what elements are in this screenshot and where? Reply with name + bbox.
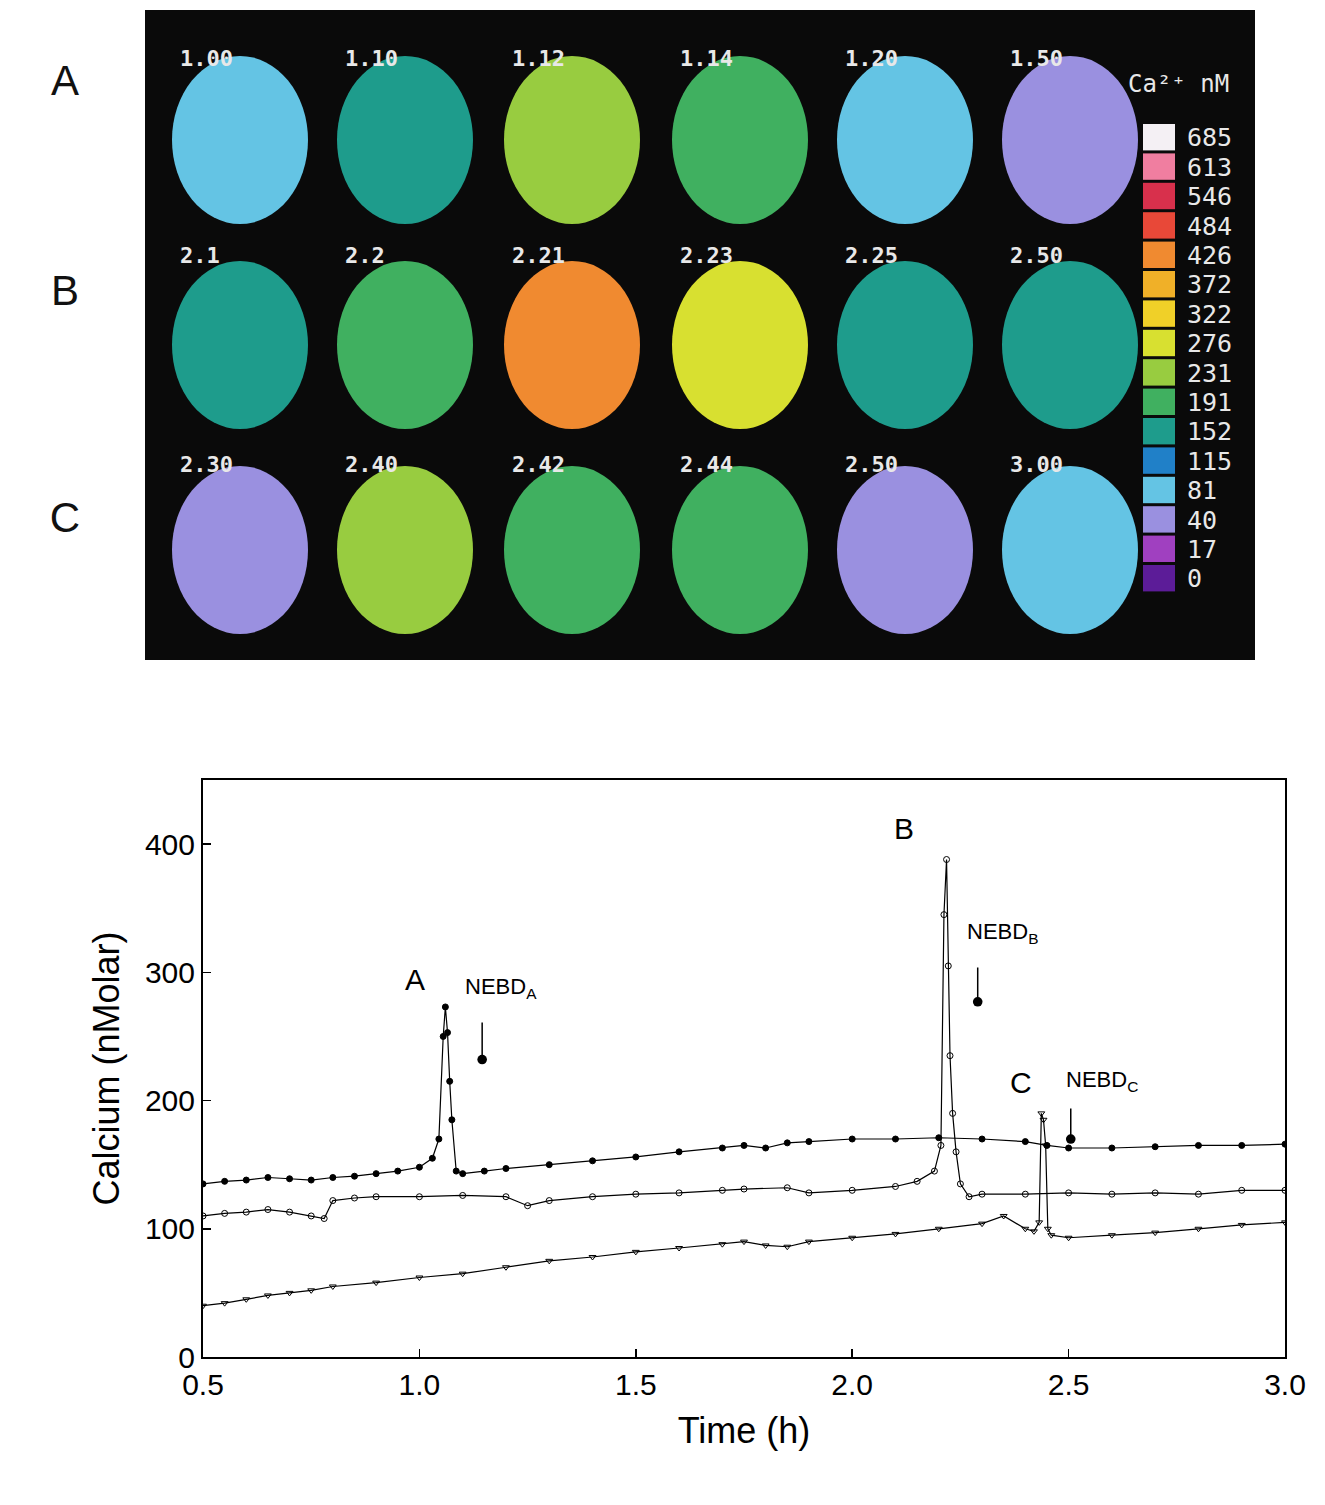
svg-text:3.0: 3.0 bbox=[1264, 1368, 1306, 1401]
svg-text:1.00: 1.00 bbox=[180, 46, 233, 71]
svg-text:2.30: 2.30 bbox=[180, 452, 233, 477]
svg-text:276: 276 bbox=[1187, 329, 1232, 358]
svg-text:A: A bbox=[51, 57, 79, 104]
svg-text:372: 372 bbox=[1187, 270, 1232, 299]
svg-text:2.50: 2.50 bbox=[1010, 243, 1063, 268]
svg-text:426: 426 bbox=[1187, 241, 1232, 270]
svg-text:2.2: 2.2 bbox=[345, 243, 385, 268]
svg-text:191: 191 bbox=[1187, 388, 1232, 417]
svg-text:0.5: 0.5 bbox=[182, 1368, 224, 1401]
svg-text:200: 200 bbox=[145, 1084, 195, 1117]
svg-text:40: 40 bbox=[1187, 506, 1217, 535]
svg-text:1.20: 1.20 bbox=[845, 46, 898, 71]
svg-text:1.0: 1.0 bbox=[399, 1368, 441, 1401]
svg-text:Ca²⁺ nM: Ca²⁺ nM bbox=[1128, 70, 1229, 98]
svg-text:2.5: 2.5 bbox=[1048, 1368, 1090, 1401]
svg-text:2.44: 2.44 bbox=[680, 452, 733, 477]
svg-text:A: A bbox=[405, 963, 425, 996]
svg-text:C: C bbox=[1010, 1066, 1032, 1099]
svg-text:1.12: 1.12 bbox=[512, 46, 565, 71]
svg-text:3.00: 3.00 bbox=[1010, 452, 1063, 477]
svg-text:2.42: 2.42 bbox=[512, 452, 565, 477]
svg-text:NEBD​B​: NEBD​B​ bbox=[967, 919, 1038, 947]
svg-text:2.0: 2.0 bbox=[831, 1368, 873, 1401]
svg-text:2.50: 2.50 bbox=[845, 452, 898, 477]
svg-text:231: 231 bbox=[1187, 359, 1232, 388]
svg-text:0: 0 bbox=[1187, 564, 1202, 593]
svg-text:484: 484 bbox=[1187, 212, 1232, 241]
svg-text:0: 0 bbox=[178, 1341, 195, 1374]
svg-text:1.50: 1.50 bbox=[1010, 46, 1063, 71]
svg-text:100: 100 bbox=[145, 1212, 195, 1245]
svg-text:1.10: 1.10 bbox=[345, 46, 398, 71]
svg-text:2.23: 2.23 bbox=[680, 243, 733, 268]
svg-text:2.25: 2.25 bbox=[845, 243, 898, 268]
svg-text:NEBD​C​: NEBD​C​ bbox=[1066, 1067, 1138, 1095]
svg-text:2.21: 2.21 bbox=[512, 243, 565, 268]
svg-text:NEBD​A​: NEBD​A​ bbox=[465, 974, 537, 1002]
svg-text:546: 546 bbox=[1187, 182, 1232, 211]
svg-text:322: 322 bbox=[1187, 300, 1232, 329]
svg-text:400: 400 bbox=[145, 828, 195, 861]
svg-text:81: 81 bbox=[1187, 476, 1217, 505]
svg-text:B: B bbox=[51, 267, 79, 314]
svg-text:1.14: 1.14 bbox=[680, 46, 733, 71]
svg-text:B: B bbox=[894, 812, 914, 845]
svg-text:17: 17 bbox=[1187, 535, 1217, 564]
svg-text:C: C bbox=[50, 494, 80, 541]
svg-text:1.5: 1.5 bbox=[615, 1368, 657, 1401]
svg-text:685: 685 bbox=[1187, 123, 1232, 152]
svg-text:115: 115 bbox=[1187, 447, 1232, 476]
svg-text:Calcium (nMolar): Calcium (nMolar) bbox=[86, 931, 127, 1205]
svg-text:152: 152 bbox=[1187, 417, 1232, 446]
svg-text:613: 613 bbox=[1187, 153, 1232, 182]
svg-text:2.40: 2.40 bbox=[345, 452, 398, 477]
svg-text:Time (h): Time (h) bbox=[678, 1410, 811, 1451]
svg-text:2.1: 2.1 bbox=[180, 243, 220, 268]
svg-text:300: 300 bbox=[145, 956, 195, 989]
